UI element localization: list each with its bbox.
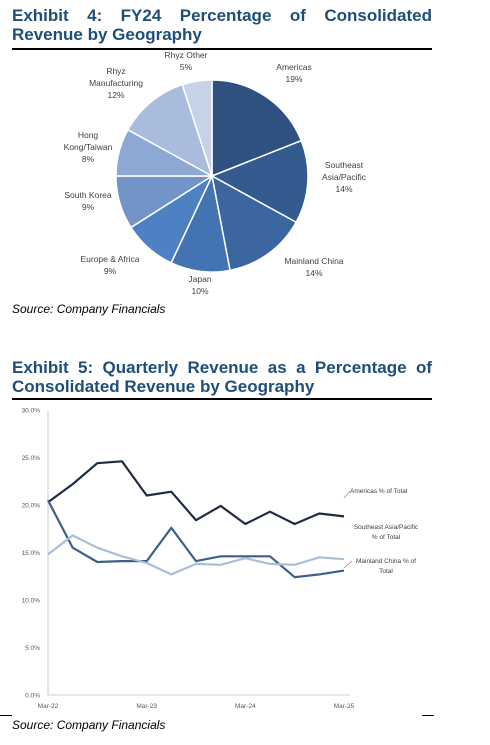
y-tick-label: 15.0% <box>22 550 41 557</box>
exhibit-4-title: Exhibit 4: FY24 Percentage of Consolidat… <box>12 6 432 44</box>
series-line-americas-of-total <box>47 460 345 526</box>
exhibit-4-title-rule <box>12 48 432 50</box>
pie-label-rhyz-other: Rhyz Other 5% <box>165 50 208 72</box>
pie-labels: Americas 19% Southeast Asia/Pacific 14% Mainl… <box>64 50 367 296</box>
series-line-southeast-asia-pacific-of-total <box>47 499 345 579</box>
pie-slice-southeast-asia-pacific <box>210 139 309 224</box>
exhibit-5-source: Source: Company Financials <box>12 718 166 732</box>
series-line-mainland-china-of-total <box>47 534 345 576</box>
pie-slice-rhyz-manufacturing <box>126 83 214 178</box>
pie-slice-rhyz-other <box>181 79 213 177</box>
line-series-labels: Americas % of Total Southeast Asia/Pacifi… <box>343 488 419 575</box>
series-label-leader <box>343 490 351 499</box>
series-label-leader <box>343 560 353 569</box>
x-tick-label: Mar-23 <box>136 703 157 710</box>
exhibit-5-title: Exhibit 5: Quarterly Revenue as a Percen… <box>12 358 432 396</box>
bottom-left-rule <box>0 715 12 716</box>
pie-slice-americas <box>211 79 303 178</box>
series-label-mainland-china-of-total: Mainland China % of Total <box>356 558 416 575</box>
pie-label-japan: Japan 10% <box>188 274 211 296</box>
y-tick-label: 30.0% <box>22 408 41 415</box>
y-tick-label: 0.0% <box>25 693 40 700</box>
bottom-right-rule <box>422 715 434 716</box>
pie-label-mainland-china: Mainland China 14% <box>284 256 343 278</box>
exhibit-4-source: Source: Company Financials <box>12 302 166 316</box>
pie-slices <box>115 79 309 273</box>
pie-label-hong-kong-taiwan: Hong Kong/Taiwan 8% <box>64 130 113 164</box>
exhibit-5-line-chart: 0.0% 5.0% 10.0% 15.0% 20.0% 25.0% 30.0% Mar-22 M… <box>22 408 419 711</box>
pie-label-rhyz-manufacturing: Rhyz Manufacturing 12% <box>89 66 143 100</box>
pie-label-south-korea: South Korea 9% <box>64 190 112 212</box>
line-axes: 0.0% 5.0% 10.0% 15.0% 20.0% 25.0% 30.0% Mar-22 M… <box>22 408 355 711</box>
line-series <box>47 460 345 579</box>
x-tick-label: Mar-22 <box>38 703 59 710</box>
x-tick-label: Mar-25 <box>334 703 355 710</box>
y-tick-label: 5.0% <box>25 645 40 652</box>
y-tick-label: 25.0% <box>22 455 41 462</box>
pie-slice-mainland-china <box>210 174 298 272</box>
series-label-southeast-asia-pacific-of-total: Southeast Asia/Pacific% of Total <box>354 524 419 541</box>
pie-label-americas: Americas 19% <box>276 62 311 84</box>
exhibit-5-title-rule <box>12 398 432 400</box>
exhibit-4-pie-chart: Americas 19% Southeast Asia/Pacific 14% Mainl… <box>64 50 367 296</box>
pie-label-southeast-asia-pacific: Southeast Asia/Pacific 14% <box>322 160 367 194</box>
y-tick-label: 20.0% <box>22 503 41 510</box>
series-label-americas-of-total: Americas % of Total <box>350 488 408 495</box>
y-tick-label: 10.0% <box>22 598 41 605</box>
x-tick-label: Mar-24 <box>235 703 256 710</box>
pie-label-europe-africa: Europe & Africa 9% <box>80 254 139 276</box>
